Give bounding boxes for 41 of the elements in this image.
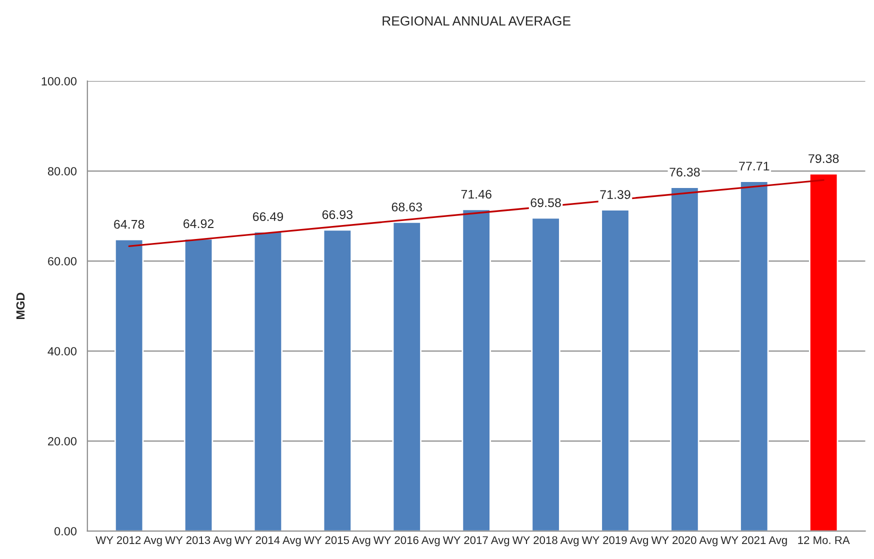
bar xyxy=(114,238,144,532)
x-tick-label: WY 2014 Avg xyxy=(234,536,301,546)
x-tick-label: WY 2012 Avg xyxy=(96,536,162,546)
x-tick-label: 12 Mo. RA xyxy=(798,536,850,544)
data-label: 66.93 xyxy=(322,210,353,220)
data-label: 79.38 xyxy=(808,154,839,164)
y-tick-label: 40.00 xyxy=(48,347,77,356)
bar xyxy=(670,186,700,532)
bar xyxy=(809,173,838,532)
data-label: 71.46 xyxy=(461,190,492,199)
data-label: 68.63 xyxy=(392,202,422,212)
x-tick-label: WY 2017 Avg xyxy=(442,536,510,546)
y-tick-label: 60.00 xyxy=(48,257,77,266)
bar xyxy=(392,222,422,532)
x-tick-label: WY 2021 Avg xyxy=(720,536,787,546)
data-label: 71.39 xyxy=(600,190,630,199)
data-label: 64.92 xyxy=(184,219,214,228)
data-label: 64.78 xyxy=(114,220,144,229)
x-tick-label: WY 2016 Avg xyxy=(373,536,440,546)
bar xyxy=(600,209,630,532)
bar xyxy=(322,229,352,532)
y-axis-title: MGD xyxy=(16,292,25,320)
x-tick-label: WY 2019 Avg xyxy=(582,536,648,546)
y-tick-label: 0.00 xyxy=(54,527,77,536)
y-tick-label: 100.00 xyxy=(42,77,77,86)
data-label: 69.58 xyxy=(530,198,561,208)
bar xyxy=(740,180,769,532)
x-tick-label: WY 2020 Avg xyxy=(651,536,718,546)
bar xyxy=(184,238,214,532)
x-tick-label: WY 2015 Avg xyxy=(304,536,370,546)
data-label: 66.49 xyxy=(252,212,284,222)
x-tick-label: WY 2018 Avg xyxy=(512,536,579,546)
y-tick-label: 20.00 xyxy=(48,437,77,446)
x-tick-label: WY 2013 Avg xyxy=(165,536,232,546)
bar xyxy=(253,231,283,532)
data-label: 77.71 xyxy=(739,162,770,170)
bar xyxy=(531,217,560,532)
y-tick-label: 80.00 xyxy=(48,167,77,176)
chart-title: REGIONAL ANNUAL AVERAGE xyxy=(382,16,570,26)
bar xyxy=(462,208,491,532)
data-label: 76.38 xyxy=(670,168,700,177)
